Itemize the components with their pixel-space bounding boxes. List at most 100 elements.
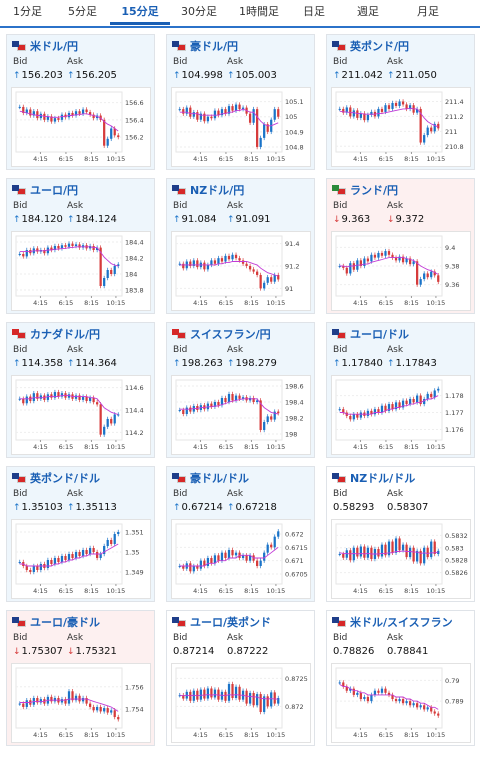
tab-8[interactable]: 月足 bbox=[417, 5, 439, 18]
currency-card[interactable]: 米ドル/スイスフラン Bid Ask 0.78826 0.78841 0.79 0.789 4… bbox=[326, 610, 475, 746]
bid-value: 0.87214 bbox=[173, 646, 215, 657]
candle-body bbox=[277, 531, 280, 537]
candle-body bbox=[36, 393, 39, 399]
pair-name-link[interactable]: ユーロ/豪ドル bbox=[30, 616, 101, 629]
pair-name-link[interactable]: 米ドル/円 bbox=[30, 40, 79, 53]
price-chart[interactable]: 105.1 105 104.9 104.8 4:15 6:15 8:15 10:15 bbox=[171, 87, 311, 167]
currency-card[interactable]: ユーロ/英ポンド Bid Ask 0.87214 0.87222 0.8725 0.872 4… bbox=[166, 610, 315, 746]
plot-frame bbox=[15, 667, 123, 729]
tab-7[interactable]: 週足 bbox=[357, 5, 379, 18]
bid-label: Bid bbox=[333, 489, 348, 499]
price-chart[interactable]: 9.4 9.38 9.36 4:15 6:15 8:15 10:15 bbox=[331, 231, 471, 311]
candle-body bbox=[46, 116, 50, 120]
pair-name-link[interactable]: ユーロ/円 bbox=[30, 184, 79, 197]
candle-body bbox=[366, 258, 370, 262]
candle-body bbox=[401, 400, 405, 408]
pair-name-link[interactable]: 英ポンド/ドル bbox=[30, 472, 101, 485]
tab-2[interactable]: 5分足 bbox=[68, 5, 97, 18]
candle-body bbox=[380, 405, 384, 413]
candle-body bbox=[92, 114, 95, 119]
price-chart[interactable]: 0.8725 0.872 4:15 6:15 8:15 10:15 bbox=[171, 663, 311, 743]
currency-card[interactable]: ランド/円 Bid Ask ↓9.363 ↓9.372 9.4 9.38 9.36 4:15 6:… bbox=[326, 178, 475, 314]
candle-body bbox=[349, 688, 352, 691]
ask-label: Ask bbox=[67, 633, 84, 643]
currency-card[interactable]: 英ポンド/ドル Bid Ask ↑1.35103 ↑1.35113 1.351 1.35 1.… bbox=[6, 466, 155, 602]
price-chart[interactable]: 211.4 211.2 211 210.8 4:15 6:15 8:15 10:15 bbox=[331, 87, 471, 167]
candle-body bbox=[36, 111, 39, 119]
currency-card[interactable]: 豪ドル/ドル Bid Ask ↑0.67214 ↑0.67218 0.672 0.6715 0… bbox=[166, 466, 315, 602]
candle-body bbox=[18, 106, 21, 108]
currency-card[interactable]: ユーロ/ドル Bid Ask ↑1.17840 ↑1.17843 1.178 1.177 1.… bbox=[326, 322, 475, 458]
candle-body bbox=[401, 256, 405, 263]
candle-body bbox=[110, 270, 113, 274]
ask-label: Ask bbox=[387, 633, 404, 643]
pair-name-link[interactable]: ランド/円 bbox=[350, 184, 399, 197]
pair-name-link[interactable]: 豪ドル/ドル bbox=[190, 472, 250, 485]
price-chart[interactable]: 1.756 1.754 4:15 6:15 8:15 10:15 bbox=[11, 663, 151, 743]
candle-body bbox=[342, 409, 345, 413]
currency-card[interactable]: NZドル/円 Bid Ask ↑91.084 ↑91.091 91.4 91.2 91 4:15… bbox=[166, 178, 315, 314]
currency-card[interactable]: NZドル/ドル Bid Ask 0.58293 0.58307 0.5832 0.583 0.… bbox=[326, 466, 475, 602]
candle-body bbox=[203, 262, 206, 270]
pair-name-link[interactable]: ユーロ/英ポンド bbox=[190, 616, 272, 629]
y-tick-label: 1.177 bbox=[445, 409, 464, 417]
candle-body bbox=[266, 544, 269, 553]
price-chart[interactable]: 0.672 0.6715 0.671 0.6705 4:15 6:15 8:15 10:15 bbox=[171, 519, 311, 599]
candle-body bbox=[349, 415, 352, 420]
price-chart[interactable]: 114.6 114.4 114.2 4:15 6:15 8:15 10:15 bbox=[11, 375, 151, 455]
candle-body bbox=[99, 706, 102, 712]
tab-6[interactable]: 日足 bbox=[303, 5, 325, 18]
candle-body bbox=[263, 282, 266, 289]
ask-value: ↑0.67218 bbox=[227, 502, 277, 513]
price-chart[interactable]: 1.351 1.35 1.349 4:15 6:15 8:15 10:15 bbox=[11, 519, 151, 599]
price-chart[interactable]: 91.4 91.2 91 4:15 6:15 8:15 10:15 bbox=[171, 231, 311, 311]
pair-name-link[interactable]: ユーロ/ドル bbox=[350, 328, 410, 341]
moving-average-line bbox=[19, 394, 119, 415]
currency-card[interactable]: スイスフラン/円 Bid Ask ↑198.263 ↑198.279 198.6 198.4… bbox=[166, 322, 315, 458]
candle-body bbox=[423, 705, 426, 710]
y-tick-label: 1.176 bbox=[445, 426, 464, 434]
candle-body bbox=[277, 109, 280, 117]
price-chart[interactable]: 0.79 0.789 4:15 6:15 8:15 10:15 bbox=[331, 663, 471, 743]
candle-body bbox=[88, 112, 92, 115]
price-chart[interactable]: 184.4 184.2 184 183.8 4:15 6:15 8:15 10:15 bbox=[11, 231, 151, 311]
currency-card[interactable]: 豪ドル/円 Bid Ask ↑104.998 ↑105.003 105.1 105 104.9… bbox=[166, 34, 315, 170]
pair-name-link[interactable]: カナダドル/円 bbox=[30, 328, 101, 341]
pair-name-link[interactable]: NZドル/円 bbox=[190, 184, 245, 197]
candle-body bbox=[433, 123, 436, 132]
currency-card[interactable]: ユーロ/円 Bid Ask ↑184.120 ↑184.124 184.4 184.2 184… bbox=[6, 178, 155, 314]
candle-body bbox=[88, 548, 92, 554]
pair-name-link[interactable]: 豪ドル/円 bbox=[190, 40, 239, 53]
bid-label: Bid bbox=[13, 489, 28, 499]
currency-card[interactable]: ユーロ/豪ドル Bid Ask ↓1.75307 ↓1.75321 1.756 1.754 4… bbox=[6, 610, 155, 746]
currency-card[interactable]: 米ドル/円 Bid Ask ↑156.203 ↑156.205 156.6 156.4 156… bbox=[6, 34, 155, 170]
flag-icon bbox=[332, 473, 346, 483]
pair-name-link[interactable]: スイスフラン/円 bbox=[190, 328, 271, 341]
pair-name-link[interactable]: 米ドル/スイスフラン bbox=[350, 616, 453, 629]
currency-card[interactable]: 英ポンド/円 Bid Ask ↑211.042 ↑211.050 211.4 211.2 21… bbox=[326, 34, 475, 170]
x-tick-label: 4:15 bbox=[33, 155, 48, 163]
currency-card[interactable]: カナダドル/円 Bid Ask ↑114.358 ↑114.364 114.6 114.4 1… bbox=[6, 322, 155, 458]
y-tick-label: 0.672 bbox=[285, 531, 304, 539]
candle-body bbox=[256, 109, 259, 147]
arrow-up-icon: ↑ bbox=[67, 503, 75, 513]
candle-body bbox=[78, 244, 81, 248]
candle-body bbox=[74, 552, 78, 558]
y-tick-label: 0.6715 bbox=[285, 544, 308, 552]
candle-body bbox=[217, 689, 220, 700]
tab-4[interactable]: 30分足 bbox=[181, 5, 217, 18]
price-chart[interactable]: 198.6 198.4 198.2 198 4:15 6:15 8:15 10:15 bbox=[171, 375, 311, 455]
pair-name-link[interactable]: 英ポンド/円 bbox=[350, 40, 410, 53]
timeframe-tabs: 1分足 5分足 15分足 30分足 1時間足 日足 週足 月足 bbox=[0, 0, 480, 28]
candle-body bbox=[217, 258, 220, 264]
price-chart[interactable]: 156.6 156.4 156.2 4:15 6:15 8:15 10:15 bbox=[11, 87, 151, 167]
tab-5[interactable]: 1時間足 bbox=[239, 5, 279, 18]
y-tick-label: 91.4 bbox=[285, 240, 299, 248]
pair-name-link[interactable]: NZドル/ドル bbox=[350, 472, 416, 485]
tab-1[interactable]: 1分足 bbox=[13, 5, 42, 18]
price-chart[interactable]: 0.5832 0.583 0.5828 0.5826 4:15 6:15 8:15 10:15 bbox=[331, 519, 471, 599]
ask-value: ↑211.050 bbox=[387, 70, 437, 81]
y-tick-label: 198.2 bbox=[285, 415, 304, 423]
price-chart[interactable]: 1.178 1.177 1.176 4:15 6:15 8:15 10:15 bbox=[331, 375, 471, 455]
tab-3[interactable]: 15分足 bbox=[110, 0, 170, 25]
